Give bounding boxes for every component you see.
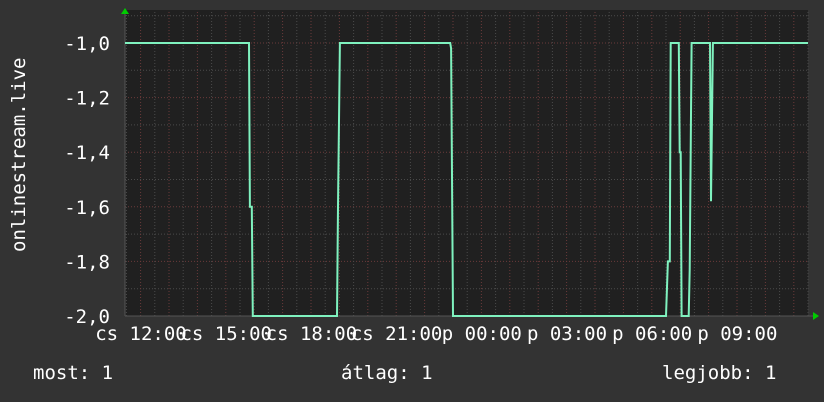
y-tick-label: -1,8 (64, 251, 110, 273)
data-line (125, 42, 808, 317)
x-tick-label: p 00:00 (442, 323, 522, 345)
x-tick-label: cs 18:00 (266, 323, 358, 345)
y-axis-label: onlinestream.live (8, 57, 30, 252)
x-tick-label: p 09:00 (697, 323, 777, 345)
y-tick-label: -1,2 (64, 88, 110, 110)
plot-area (125, 10, 808, 316)
x-axis-arrow-icon (813, 312, 819, 320)
x-tick-label: cs 15:00 (180, 323, 272, 345)
legend-current: most: 1 (33, 362, 114, 384)
x-tick-label: cs 21:00 (351, 323, 443, 345)
x-tick-label: p 03:00 (527, 323, 607, 345)
legend-average: átlag: 1 (341, 362, 433, 384)
y-axis-arrow-icon (121, 8, 129, 14)
y-tick-label: -1,4 (64, 142, 110, 164)
x-tick-label: cs 12:00 (95, 323, 187, 345)
x-tick-label: p 06:00 (612, 323, 692, 345)
legend-maximum: legjobb: 1 (662, 362, 777, 384)
y-tick-label: -2,0 (64, 306, 110, 328)
y-tick-label: -1,6 (64, 197, 110, 219)
y-tick-label: -1,0 (64, 33, 110, 55)
